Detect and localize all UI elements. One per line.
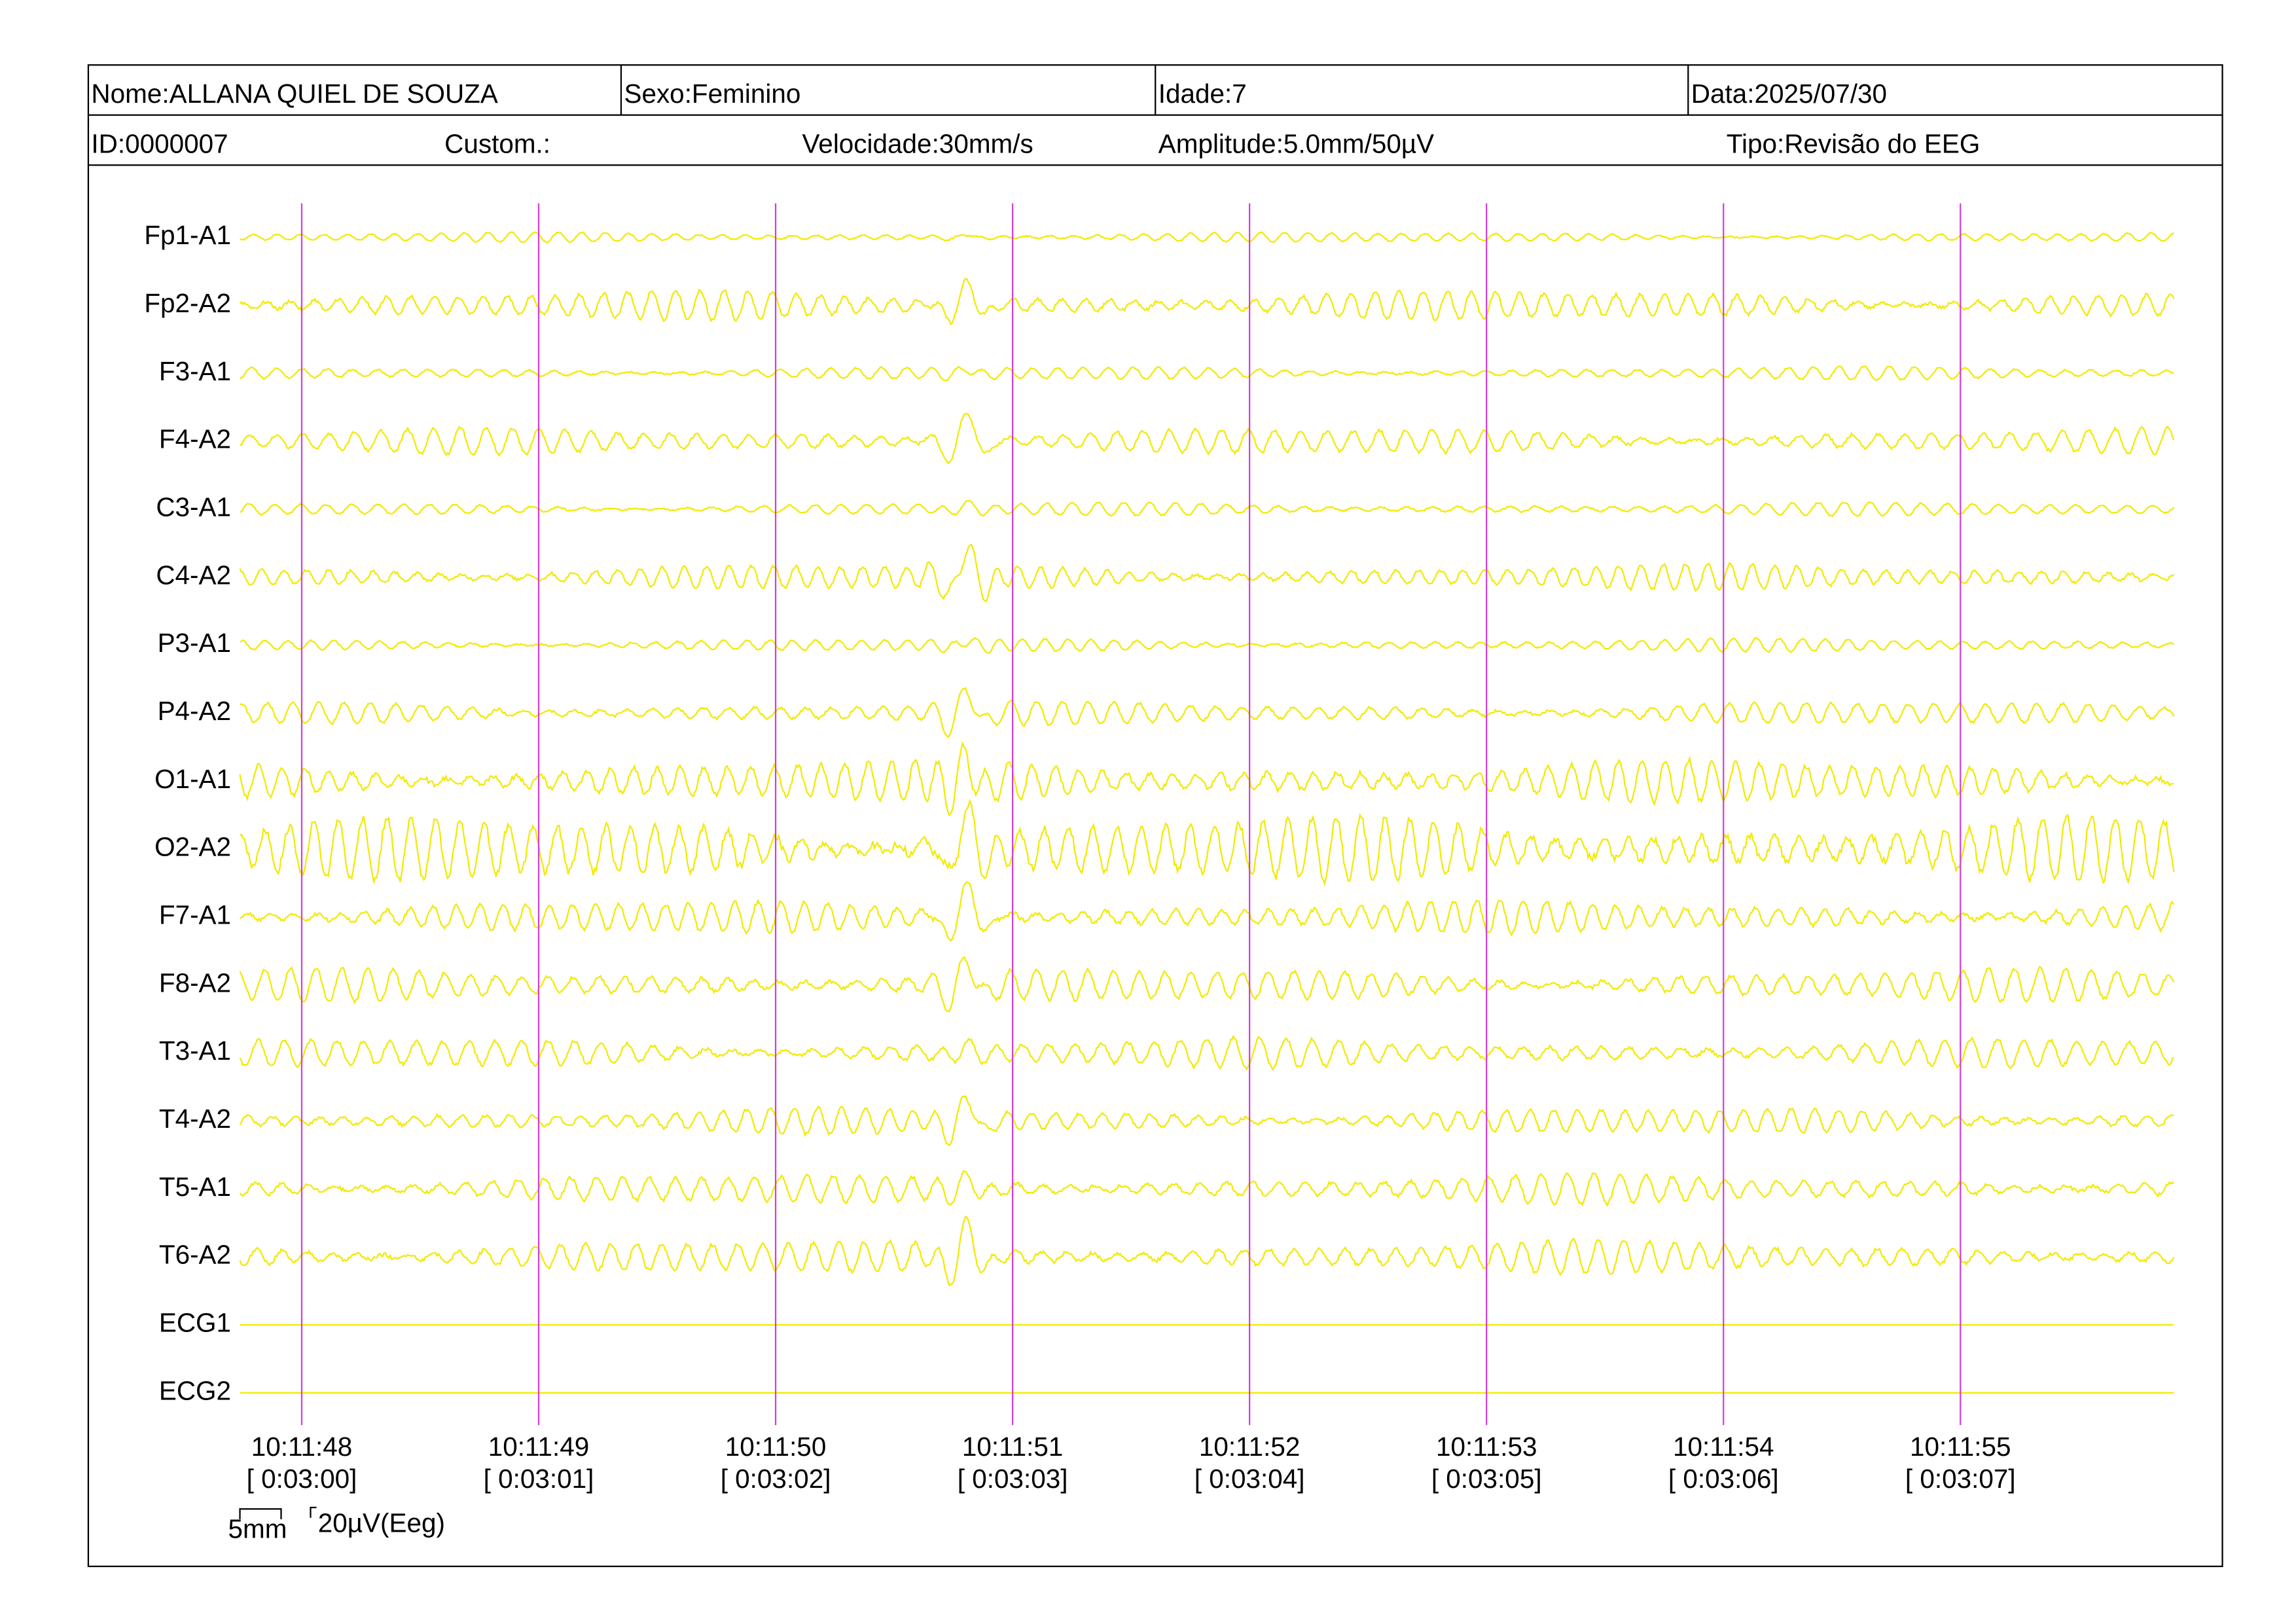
eeg-trace	[239, 956, 2175, 1013]
elapsed-time: [ 0:03:02]	[721, 1464, 831, 1494]
elapsed-time: [ 0:03:03]	[958, 1464, 1068, 1494]
channel-label: F8-A2	[159, 967, 231, 998]
eeg-trace	[239, 1170, 2175, 1208]
channel-label: P4-A2	[158, 696, 231, 726]
eeg-trace	[239, 365, 2174, 382]
eeg-trace	[239, 1034, 2175, 1071]
eeg-trace	[240, 231, 2175, 244]
scale-bracket	[310, 1506, 317, 1518]
clock-time: 10:11:50	[725, 1432, 827, 1462]
channel-label: T3-A1	[159, 1036, 231, 1066]
eeg-trace	[239, 1094, 2174, 1147]
exam-type: Tipo:Revisão do EEG	[1727, 129, 1981, 159]
channel-label: F4-A2	[159, 424, 231, 454]
eeg-trace	[240, 412, 2175, 465]
clock-time: 10:11:48	[251, 1432, 353, 1462]
eeg-trace	[240, 687, 2175, 738]
custom: Custom.:	[444, 129, 550, 159]
frame	[87, 64, 2223, 1568]
channel-label: Fp2-A2	[144, 288, 231, 318]
channel-label: P3-A1	[158, 628, 231, 658]
eeg-trace	[239, 799, 2175, 886]
amplitude: Amplitude:5.0mm/50µV	[1158, 129, 1434, 159]
elapsed-time: [ 0:03:05]	[1431, 1464, 1542, 1494]
clock-time: 10:11:49	[488, 1432, 590, 1462]
elapsed-time: [ 0:03:00]	[247, 1464, 357, 1494]
clock-time: 10:11:53	[1436, 1432, 1537, 1462]
scale-bar	[239, 1508, 282, 1520]
eeg-trace	[239, 543, 2175, 603]
channel-label: T6-A2	[159, 1240, 231, 1270]
elapsed-time: [ 0:03:04]	[1194, 1464, 1305, 1494]
eeg-trace	[240, 636, 2175, 654]
channel-label: C4-A2	[156, 560, 231, 590]
patient-sex: Sexo:Feminino	[624, 79, 800, 109]
time-marks: 10:11:48[ 0:03:00] 10:11:49[ 0:03:01] 10:1…	[247, 203, 2016, 1494]
channel-label: T4-A2	[159, 1104, 231, 1134]
channel-label: ECG2	[159, 1375, 231, 1405]
elapsed-time: [ 0:03:07]	[1905, 1464, 2016, 1494]
eeg-trace	[239, 880, 2175, 943]
eeg-trace	[240, 499, 2175, 517]
channel-label: T5-A1	[159, 1172, 231, 1202]
channel-label: ECG1	[159, 1308, 231, 1338]
clock-time: 10:11:52	[1199, 1432, 1300, 1462]
eeg-trace	[239, 1216, 2175, 1287]
eeg-trace	[239, 741, 2174, 817]
eeg-trace	[239, 278, 2175, 325]
traces: Fp1-A1 Fp2-A2 F3-A1 F4-A2 C3-A1 C4-A2 P3-A1 P4-…	[144, 220, 2175, 1405]
patient-age: Idade:7	[1158, 79, 1247, 109]
channel-label: O1-A1	[154, 764, 231, 794]
channel-label: O2-A2	[154, 832, 231, 862]
clock-time: 10:11:55	[1910, 1432, 2011, 1462]
patient-name: Nome:ALLANA QUIEL DE SOUZA	[91, 79, 497, 109]
channel-label: F3-A1	[159, 356, 231, 386]
scale-width: 5mm	[228, 1514, 287, 1544]
elapsed-time: [ 0:03:06]	[1668, 1464, 1779, 1494]
clock-time: 10:11:51	[962, 1432, 1064, 1462]
patient-id: ID:0000007	[91, 129, 228, 159]
channel-label: Fp1-A1	[144, 220, 231, 250]
exam-date: Data:2025/07/30	[1691, 79, 1887, 109]
channel-label: C3-A1	[156, 492, 231, 522]
elapsed-time: [ 0:03:01]	[484, 1464, 594, 1494]
channel-label: F7-A1	[159, 900, 231, 930]
speed: Velocidade:30mm/s	[802, 129, 1033, 159]
clock-time: 10:11:54	[1673, 1432, 1774, 1462]
scale-amplitude: 20µV(Eeg)	[318, 1508, 445, 1538]
